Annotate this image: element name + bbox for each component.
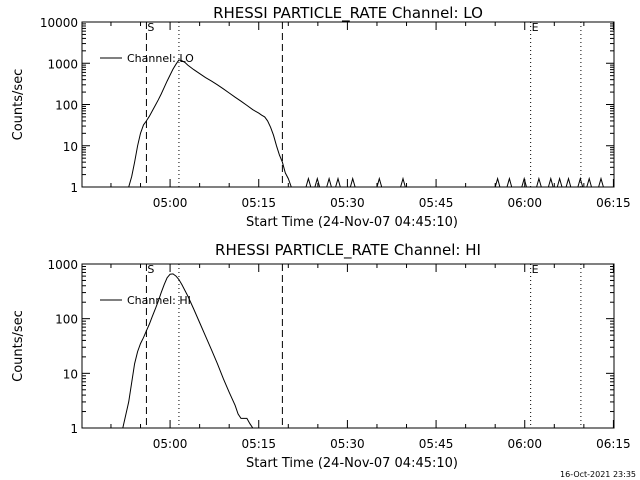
y-tick-label: 1 [70,422,78,436]
marker-label: E [532,263,539,276]
x-axis-label: Start Time (24-Nov-07 04:45:10) [246,456,458,471]
x-axis-label: Start Time (24-Nov-07 04:45:10) [246,215,458,230]
x-tick-label: 05:15 [241,196,276,210]
marker-label: E [532,21,539,34]
y-tick-label: 100 [55,99,78,113]
y-tick-label: 100 [55,313,78,327]
chart-title: RHESSI PARTICLE_RATE Channel: HI [215,241,481,260]
x-tick-label: 06:15 [596,437,631,451]
plot-frame [81,21,615,188]
series-line [122,273,254,429]
plot-frame [81,263,615,429]
y-tick-label: 1000 [47,57,78,71]
chart-title: RHESSI PARTICLE_RATE Channel: LO [213,4,483,23]
y-tick-label: 10 [63,367,78,381]
x-tick-label: 06:15 [596,196,631,210]
series-line [128,59,604,188]
x-tick-label: 05:30 [330,437,365,451]
x-tick-label: 05:45 [419,196,454,210]
legend-label: Channel: HI [127,294,191,307]
marker-label: S [147,263,154,276]
y-axis-label: Counts/sec [11,69,26,141]
chart-panel-hi: RHESSI PARTICLE_RATE Channel: HI 1 10 100 10… [11,241,631,471]
footer-timestamp: 16-Oct-2021 23:35 [560,470,636,479]
x-tick-label: 05:30 [330,196,365,210]
y-axis-label: Counts/sec [11,310,26,382]
y-tick-label: 1000 [47,258,78,272]
x-tick-label: 05:00 [153,437,188,451]
marker-label: S [147,21,154,34]
y-tick-label: 10 [63,140,78,154]
x-tick-label: 05:15 [241,437,276,451]
y-tick-label: 1 [70,181,78,195]
x-tick-label: 06:00 [507,196,542,210]
chart-panel-lo: RHESSI PARTICLE_RATE Channel: LO 1 10 100 10… [11,4,631,230]
x-tick-label: 06:00 [507,437,542,451]
x-tick-label: 05:00 [153,196,188,210]
legend-label: Channel: LO [127,52,194,65]
x-tick-label: 05:45 [419,437,454,451]
y-tick-label: 10000 [40,16,78,30]
